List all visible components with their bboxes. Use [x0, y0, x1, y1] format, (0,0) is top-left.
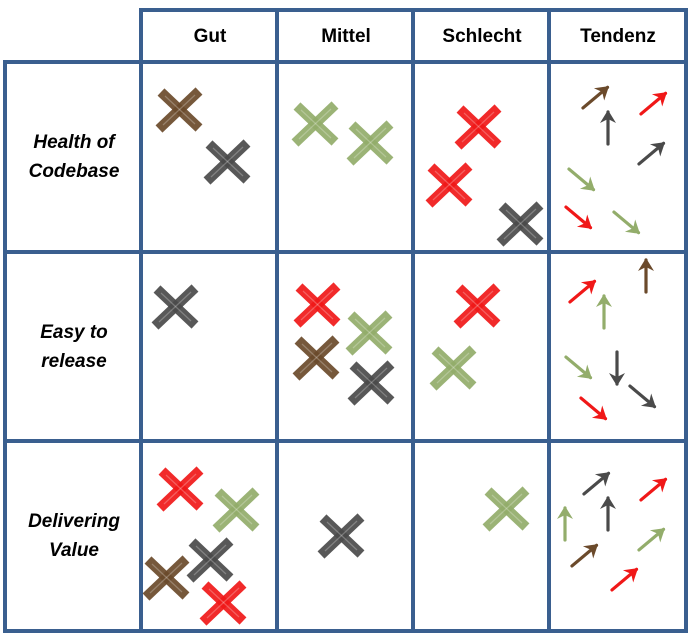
gray-trend-arrow-up-icon [588, 107, 628, 152]
green-cross-mark-icon [482, 484, 532, 539]
gray-cross-mark-icon [317, 511, 367, 566]
grid-line-row2-top [3, 250, 688, 254]
row-label-line1: Easy to [40, 321, 108, 343]
brown-trend-arrow-up-right-icon [565, 535, 605, 580]
grid-line-bottom [3, 629, 688, 633]
green-cross-mark-icon [346, 118, 396, 173]
green-cross-mark-icon [291, 99, 341, 154]
red-cross-mark-icon [425, 160, 475, 215]
column-header-mittel: Mittel [321, 25, 371, 47]
grid-line-row1-top [3, 60, 688, 64]
row-label-health-of-codebase: Health of Codebase [7, 64, 141, 250]
green-trend-arrow-up-right-icon [632, 519, 672, 564]
grid-line-col4 [547, 8, 551, 633]
column-header-tendenz: Tendenz [580, 25, 656, 47]
brown-cross-mark-icon [292, 333, 342, 388]
green-trend-arrow-down-right-icon [562, 160, 602, 205]
red-trend-arrow-up-right-icon [634, 469, 674, 514]
row-label-line1: Delivering [28, 511, 120, 532]
row-label-line1: Health of [33, 132, 115, 153]
gray-trend-arrow-up-icon [588, 493, 628, 538]
gray-cross-mark-icon [203, 137, 253, 192]
red-cross-mark-icon [453, 281, 503, 336]
red-trend-arrow-up-right-icon [605, 559, 645, 604]
row-label-line2: Codebase [28, 161, 120, 182]
green-cross-mark-icon [429, 343, 479, 398]
red-cross-mark-icon [199, 578, 249, 633]
column-header-gut: Gut [193, 25, 227, 47]
green-trend-arrow-down-right-icon [559, 348, 599, 393]
green-cross-mark-icon [345, 308, 395, 363]
red-trend-arrow-up-right-icon [634, 83, 674, 128]
green-cross-mark-icon [212, 485, 262, 540]
gray-trend-arrow-down-icon [597, 349, 637, 394]
grid-line-right [684, 8, 688, 633]
row-label-line2: Value [49, 540, 99, 561]
gray-trend-arrow-down-right-icon [623, 377, 663, 422]
gray-cross-mark-icon [496, 199, 546, 254]
grid-line-col1 [139, 8, 143, 633]
brown-trend-arrow-up-right-icon [576, 77, 616, 122]
red-cross-mark-icon [293, 280, 343, 335]
red-cross-mark-icon [454, 102, 504, 157]
row-label-delivering-value: Delivering Value [7, 443, 141, 629]
row-label-line2: release [41, 350, 107, 372]
brown-trend-arrow-up-icon [626, 255, 666, 300]
gray-cross-mark-icon [186, 535, 236, 590]
grid-line-col3 [411, 8, 415, 633]
red-trend-arrow-down-right-icon [574, 389, 614, 434]
green-trend-arrow-up-icon [584, 291, 624, 336]
red-cross-mark-icon [156, 464, 206, 519]
red-trend-arrow-up-right-icon [563, 271, 603, 316]
grid-line-row3-top [3, 439, 688, 443]
column-header-schlecht: Schlecht [442, 25, 522, 47]
gray-trend-arrow-up-right-icon [632, 133, 672, 178]
green-trend-arrow-up-icon [545, 503, 585, 548]
brown-cross-mark-icon [142, 553, 192, 608]
brown-cross-mark-icon [155, 85, 205, 140]
gray-trend-arrow-up-right-icon [577, 463, 617, 508]
gray-cross-mark-icon [347, 358, 397, 413]
grid-line-left [3, 60, 7, 633]
grid-line-col2 [275, 8, 279, 633]
green-trend-arrow-down-right-icon [607, 203, 647, 248]
gray-cross-mark-icon [151, 282, 201, 337]
row-label-easy-to-release: Easy to release [7, 254, 141, 439]
red-trend-arrow-down-right-icon [559, 198, 599, 243]
